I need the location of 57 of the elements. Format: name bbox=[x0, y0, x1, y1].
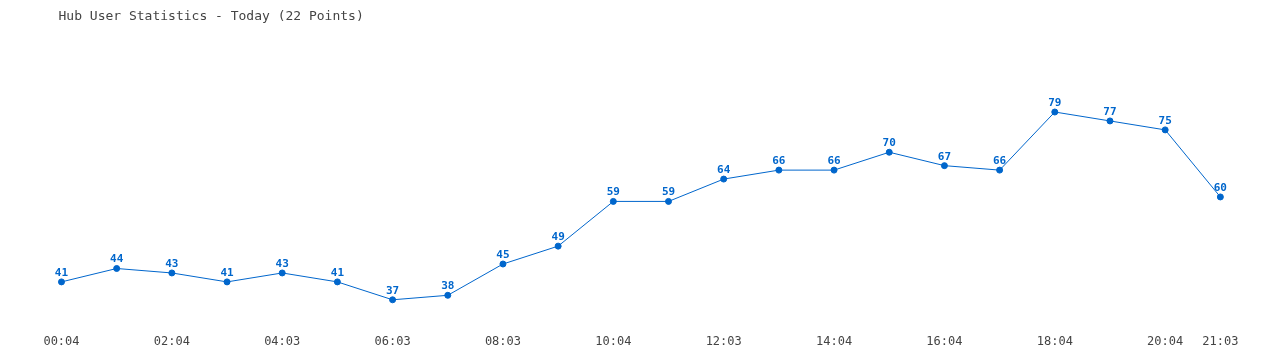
point bbox=[665, 197, 673, 205]
data-label: 43 bbox=[275, 256, 289, 270]
x-tick-label: 06:03 bbox=[374, 333, 411, 348]
data-label: 60 bbox=[1213, 180, 1227, 194]
point bbox=[444, 291, 452, 299]
data-label: 66 bbox=[992, 154, 1007, 168]
x-tick-label: 18:04 bbox=[1036, 333, 1073, 348]
point bbox=[830, 166, 838, 174]
point bbox=[609, 197, 617, 205]
data-label: 37 bbox=[385, 283, 400, 297]
data-label: 38 bbox=[441, 279, 455, 293]
data-label: 44 bbox=[110, 252, 124, 266]
data-label: 49 bbox=[551, 230, 565, 244]
point bbox=[113, 264, 121, 272]
x-tick-label: 14:04 bbox=[816, 333, 853, 348]
point bbox=[1216, 193, 1224, 201]
x-tick-label: 04:03 bbox=[264, 333, 301, 348]
point bbox=[278, 269, 286, 277]
data-label: 77 bbox=[1103, 104, 1117, 118]
point bbox=[720, 175, 728, 183]
point bbox=[940, 162, 948, 170]
data-label: 59 bbox=[606, 185, 620, 199]
x-tick-label: 10:04 bbox=[595, 333, 632, 348]
data-label: 59 bbox=[661, 185, 676, 199]
data-label: 41 bbox=[220, 265, 235, 279]
x-tick-label: 20:04 bbox=[1147, 333, 1184, 348]
point bbox=[1051, 108, 1059, 116]
point bbox=[389, 296, 397, 304]
data-label: 66 bbox=[772, 154, 786, 168]
data-label: 70 bbox=[882, 136, 896, 150]
point bbox=[996, 166, 1004, 174]
point bbox=[223, 278, 231, 286]
data-label: 41 bbox=[54, 265, 69, 279]
point bbox=[57, 278, 65, 286]
point bbox=[554, 242, 562, 250]
data-label: 41 bbox=[330, 265, 345, 279]
data-label: 43 bbox=[165, 256, 179, 270]
data-label: 79 bbox=[1048, 96, 1062, 109]
x-tick-label: 16:04 bbox=[926, 333, 963, 348]
data-label: 66 bbox=[827, 154, 842, 168]
data-label: 75 bbox=[1158, 113, 1172, 127]
point bbox=[1161, 126, 1169, 134]
point bbox=[499, 260, 507, 268]
point bbox=[1106, 117, 1114, 125]
x-tick-label: 02:04 bbox=[153, 333, 190, 348]
data-label: 64 bbox=[717, 163, 731, 177]
point bbox=[168, 269, 176, 277]
point bbox=[885, 148, 893, 156]
point bbox=[333, 278, 341, 286]
x-tick-label: 12:03 bbox=[705, 333, 742, 348]
point bbox=[775, 166, 783, 174]
chart-title: Hub User Statistics - Today (22 Points) bbox=[58, 7, 364, 23]
data-label: 67 bbox=[937, 149, 952, 163]
x-tick-label: 00:04 bbox=[43, 333, 80, 348]
data-label: 45 bbox=[496, 248, 510, 262]
x-tick-label: 08:03 bbox=[484, 333, 522, 348]
x-tick-label: 21:03 bbox=[1202, 333, 1239, 348]
